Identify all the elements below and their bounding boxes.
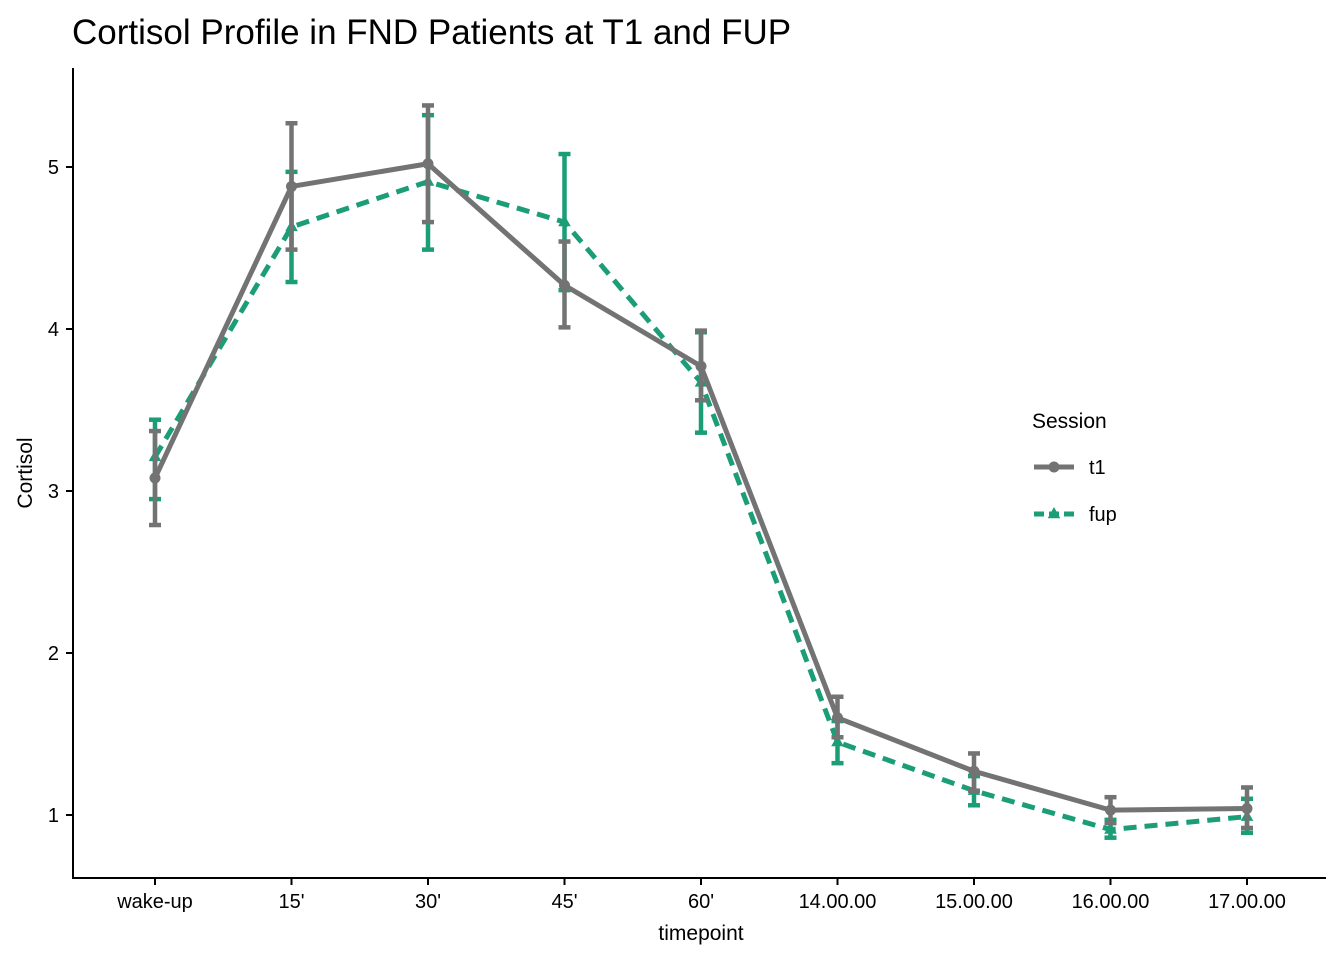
data-point — [286, 180, 297, 192]
data-point — [968, 765, 980, 777]
legend-items: t1 fup — [1034, 457, 1117, 526]
legend: Session t1 fup — [1032, 410, 1117, 526]
data-point — [149, 472, 161, 484]
x-axis-title: timepoint — [658, 922, 743, 945]
series-line-fup — [152, 179, 1248, 833]
data-point — [695, 360, 707, 372]
chart-title: Cortisol Profile in FND Patients at T1 a… — [72, 13, 791, 52]
x-tick-label: wake-up — [116, 891, 193, 913]
data-point — [1241, 803, 1253, 815]
data-point — [1104, 822, 1117, 834]
y-tick-label: 4 — [48, 319, 59, 341]
legend-item-t1: t1 — [1034, 457, 1106, 479]
data-point — [558, 215, 571, 227]
x-tick-label: 16.00.00 — [1072, 891, 1150, 913]
legend-key-marker — [1047, 507, 1061, 519]
y-tick-label: 1 — [48, 805, 59, 827]
x-axis-ticks: wake-up 15' 30' 45' 60' 14.00.00 15.00.00 16.00… — [116, 878, 1286, 913]
data-point — [559, 279, 570, 291]
series-line-t1 — [152, 161, 1248, 813]
legend-item-fup: fup — [1034, 504, 1117, 526]
y-tick-label: 5 — [48, 157, 59, 179]
x-tick-label: 45' — [551, 891, 577, 913]
y-tick-label: 3 — [48, 481, 59, 503]
legend-label: fup — [1089, 504, 1117, 526]
data-point — [1105, 804, 1116, 816]
x-tick-label: 17.00.00 — [1208, 891, 1286, 913]
y-axis-ticks: 1 2 3 4 5 — [48, 157, 73, 827]
legend-key-marker — [1048, 461, 1060, 473]
legend-title: Session — [1032, 410, 1107, 433]
series-t1 — [149, 103, 1253, 831]
legend-label: t1 — [1089, 457, 1106, 479]
x-tick-label: 14.00.00 — [799, 891, 877, 913]
series-fup — [148, 112, 1254, 840]
x-tick-label: 30' — [415, 891, 441, 913]
series-layer — [148, 103, 1254, 840]
data-point — [831, 735, 844, 747]
plot-area: 1 2 3 4 5 wake-up 15' 30' 45' 60' 14.00.00 15.00.0… — [48, 68, 1326, 913]
y-axis-title: Cortisol — [14, 437, 37, 508]
x-tick-label: 15.00.00 — [935, 891, 1013, 913]
x-tick-label: 60' — [688, 891, 714, 913]
x-tick-label: 15' — [278, 891, 304, 913]
y-tick-label: 2 — [48, 643, 59, 665]
data-point — [832, 712, 843, 724]
data-point — [422, 158, 434, 170]
